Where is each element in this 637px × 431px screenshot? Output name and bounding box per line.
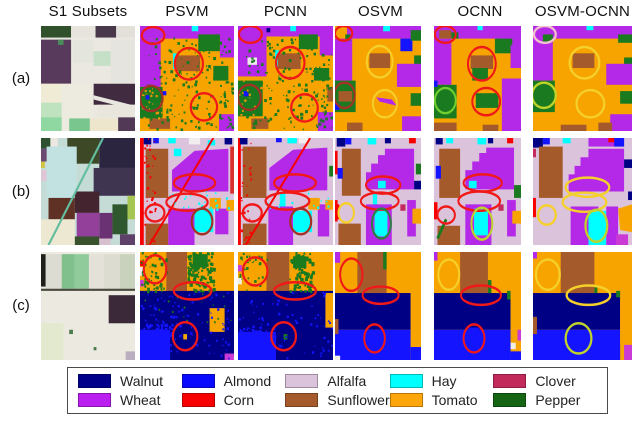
column-header-s1-subsets: S1 Subsets: [48, 3, 128, 20]
column-header-ocnn: OCNN: [457, 3, 503, 20]
legend-box: Walnut Almond Alfalfa Hay Clover Wheat Corn Sun…: [67, 367, 608, 414]
legend-item-clover: Clover: [493, 372, 597, 389]
tile-c-pcnn: [238, 252, 333, 360]
legend-label-almond: Almond: [223, 372, 272, 389]
tile-b-s1: [41, 138, 135, 245]
legend-label-walnut: Walnut: [120, 372, 164, 389]
tile-c-ocnn: [434, 252, 521, 360]
legend-swatch-wheat: [78, 393, 111, 407]
legend-swatch-clover: [493, 374, 527, 388]
legend-swatch-almond: [181, 374, 215, 388]
tile-b-osvm-ocnn: [533, 138, 632, 245]
column-header-osvm: OSVM: [358, 3, 403, 20]
tile-b-ocnn: [434, 138, 521, 245]
tile-c-psvm: [140, 252, 234, 360]
row-label-c: (c): [12, 297, 30, 314]
legend-item-wheat: Wheat: [78, 391, 182, 408]
legend-swatch-pepper: [493, 393, 527, 407]
legend-swatch-alfalfa: [285, 374, 319, 388]
legend-swatch-tomato: [389, 393, 423, 407]
tile-a-osvm-ocnn: [533, 26, 632, 131]
legend-swatch-hay: [389, 374, 423, 388]
column-header-pcnn: PCNN: [263, 3, 308, 20]
legend-label-tomato: Tomato: [431, 391, 478, 408]
tile-a-pcnn: [238, 26, 333, 131]
legend-label-sunflower: Sunflower: [327, 391, 390, 408]
legend-swatch-sunflower: [285, 393, 319, 407]
legend-label-corn: Corn: [223, 391, 255, 408]
tile-b-pcnn: [238, 138, 333, 245]
legend-item-tomato: Tomato: [389, 391, 494, 408]
legend-item-corn: Corn: [181, 391, 286, 408]
legend-label-alfalfa: Alfalfa: [327, 372, 367, 389]
tile-b-osvm: [335, 138, 421, 245]
tile-a-osvm: [335, 26, 421, 131]
tile-c-osvm-ocnn: [533, 252, 632, 360]
legend-item-hay: Hay: [389, 372, 494, 389]
tile-a-psvm: [140, 26, 234, 131]
legend-label-clover: Clover: [535, 372, 576, 389]
legend-item-alfalfa: Alfalfa: [285, 372, 389, 389]
column-header-psvm: PSVM: [165, 3, 209, 20]
legend-swatch-walnut: [78, 374, 111, 388]
row-label-b: (b): [11, 183, 31, 200]
legend-item-pepper: Pepper: [493, 391, 597, 408]
tile-a-ocnn: [434, 26, 521, 131]
legend-swatch-corn: [181, 393, 215, 407]
tile-b-psvm: [140, 138, 234, 245]
legend-item-sunflower: Sunflower: [285, 391, 390, 408]
row-label-a: (a): [11, 70, 31, 87]
tile-c-osvm: [335, 252, 421, 360]
legend-label-hay: Hay: [431, 372, 457, 389]
column-header-osvm-ocnn: OSVM-OCNN: [534, 3, 631, 20]
legend-item-walnut: Walnut: [78, 372, 182, 389]
legend-label-wheat: Wheat: [120, 391, 161, 408]
legend-label-pepper: Pepper: [535, 391, 581, 408]
legend-item-almond: Almond: [181, 372, 286, 389]
tile-c-s1: [41, 252, 135, 360]
tile-a-s1: [41, 26, 135, 131]
